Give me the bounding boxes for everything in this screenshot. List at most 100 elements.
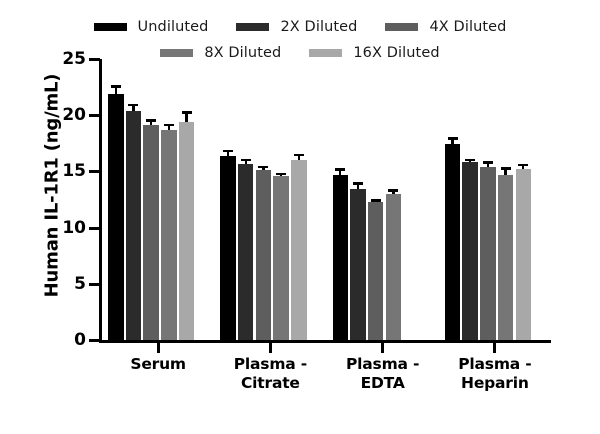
error-bar-line: [226, 150, 230, 156]
error-bar-line: [451, 138, 454, 145]
y-axis-tick-label: 5: [74, 273, 86, 294]
bar: [367, 201, 384, 340]
error-bar-cap: [447, 137, 458, 140]
bar: [108, 93, 124, 340]
x-axis-category-label-line: Heparin: [461, 374, 529, 392]
error-bar-line: [132, 104, 135, 111]
legend-swatch-icon: [385, 23, 419, 31]
error-bar-cap: [258, 165, 269, 169]
error-bar-line: [486, 162, 490, 167]
error-bar-line: [167, 124, 171, 130]
bar: [125, 110, 142, 340]
error-bar-cap: [276, 172, 287, 176]
legend-swatch-icon: [93, 23, 127, 31]
error-bar-cap: [352, 182, 363, 185]
legend-item[interactable]: 16X Diluted: [309, 45, 440, 61]
bar: [255, 170, 272, 340]
chart-legend: Undiluted 2X Diluted 4X Diluted 8X Diluted 1…: [0, 14, 600, 70]
x-axis-line: [99, 340, 551, 343]
y-axis-tick-label: 0: [74, 330, 86, 350]
legend-row: Undiluted 2X Diluted 4X Diluted: [0, 14, 600, 40]
error-bar-cap: [370, 199, 381, 202]
error-bar-cap: [482, 161, 493, 164]
error-bar-line: [504, 168, 507, 175]
y-axis-tick: [89, 170, 100, 174]
error-bar-line: [149, 120, 153, 126]
bar: [444, 144, 461, 340]
error-bar-line: [185, 112, 188, 122]
x-axis-tick: [381, 343, 385, 353]
legend-label: 8X Diluted: [204, 45, 282, 61]
x-axis-tick: [156, 343, 160, 353]
bar: [462, 162, 478, 340]
error-bar-line: [339, 169, 342, 175]
error-bar-line: [522, 164, 525, 170]
bar: [143, 125, 159, 340]
bar: [350, 189, 366, 340]
legend-label: 16X Diluted: [353, 45, 440, 61]
error-bar-line: [244, 159, 247, 164]
x-axis-category-label-line: Citrate: [241, 374, 300, 392]
x-axis-category-label-line: EDTA: [360, 374, 405, 392]
x-axis-tick: [268, 343, 272, 353]
legend-item[interactable]: 2X Diluted: [236, 19, 357, 35]
y-axis-tick-label: 20: [62, 105, 86, 126]
error-bar-cap: [518, 163, 529, 167]
legend-swatch-icon: [309, 49, 343, 57]
error-bar-cap: [240, 158, 251, 162]
error-bar-cap: [110, 84, 121, 88]
error-bar-line: [262, 166, 265, 171]
x-axis-category-label: Serum: [98, 355, 218, 374]
error-bar-cap: [293, 153, 304, 157]
legend-item[interactable]: Undiluted: [93, 19, 209, 35]
legend-label: 4X Diluted: [429, 19, 507, 35]
x-axis-category-label-line: Plasma -: [233, 355, 307, 373]
legend-item[interactable]: 8X Diluted: [160, 45, 281, 61]
y-axis-tick: [89, 114, 100, 118]
error-bar-cap: [146, 119, 157, 122]
bar: [291, 160, 307, 340]
error-bar-cap: [465, 158, 476, 162]
error-bar-line: [392, 189, 395, 194]
error-bar-cap: [128, 103, 139, 107]
bar: [385, 193, 402, 340]
bar: [332, 174, 348, 340]
error-bar-cap: [163, 123, 174, 127]
bar: [237, 163, 254, 340]
x-axis-category-label-line: Plasma -: [458, 355, 532, 373]
error-bar-line: [114, 85, 117, 94]
y-axis-tick: [89, 58, 100, 61]
y-axis-tick-label: 15: [62, 161, 86, 182]
y-axis-tick: [89, 282, 100, 286]
bar: [480, 166, 496, 340]
legend-label: Undiluted: [137, 19, 209, 35]
y-axis-tick: [89, 226, 100, 230]
bar: [178, 121, 195, 340]
x-axis-tick: [493, 343, 497, 353]
x-axis-category-label: Plasma - EDTA: [323, 355, 443, 393]
error-bar-line: [297, 154, 300, 161]
x-axis-category-label-line: Plasma -: [346, 355, 420, 373]
legend-item[interactable]: 4X Diluted: [385, 19, 506, 35]
y-axis-tick: [89, 339, 100, 342]
legend-swatch-icon: [236, 23, 270, 31]
bar: [220, 155, 236, 340]
error-bar-cap: [223, 149, 233, 153]
legend-swatch-icon: [160, 49, 194, 57]
x-axis-category-label: Plasma - Citrate: [210, 355, 330, 393]
error-bar-cap: [335, 168, 346, 171]
legend-label: 2X Diluted: [280, 19, 358, 35]
bar: [273, 175, 289, 340]
y-axis-tick-label: 10: [62, 217, 86, 238]
y-axis-line: [99, 59, 102, 341]
error-bar-cap: [500, 167, 511, 170]
bar: [161, 129, 177, 340]
error-bar-line: [356, 183, 360, 190]
x-axis-category-label-line: Serum: [130, 355, 186, 373]
error-bar-cap: [181, 111, 192, 114]
y-axis-tick-label: 25: [62, 49, 86, 69]
bar: [515, 169, 532, 340]
x-axis-category-label: Plasma - Heparin: [435, 355, 555, 393]
